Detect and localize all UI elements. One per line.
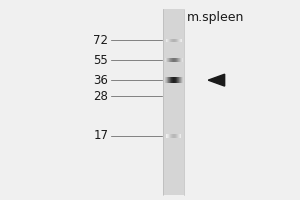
- Text: m.spleen: m.spleen: [187, 11, 244, 24]
- Text: 28: 28: [93, 90, 108, 103]
- Bar: [172, 134, 173, 138]
- Bar: [181, 58, 182, 62]
- Bar: [176, 134, 177, 138]
- Text: 17: 17: [93, 129, 108, 142]
- Bar: [179, 134, 180, 138]
- Bar: [173, 58, 174, 62]
- Bar: [175, 39, 176, 42]
- Bar: [180, 134, 181, 138]
- Bar: [177, 58, 178, 62]
- Bar: [174, 58, 175, 62]
- Bar: [182, 77, 183, 83]
- Bar: [170, 39, 171, 42]
- Bar: [168, 134, 169, 138]
- Bar: [182, 58, 183, 62]
- Bar: [178, 39, 179, 42]
- Bar: [181, 134, 182, 138]
- Bar: [180, 58, 181, 62]
- Bar: [179, 39, 180, 42]
- Bar: [178, 134, 179, 138]
- Bar: [168, 39, 169, 42]
- Bar: [174, 77, 175, 83]
- Bar: [174, 134, 175, 138]
- Bar: [178, 58, 179, 62]
- Bar: [169, 134, 170, 138]
- Bar: [167, 77, 168, 83]
- Bar: [174, 39, 175, 42]
- Bar: [173, 39, 174, 42]
- Bar: [176, 58, 177, 62]
- Bar: [167, 58, 168, 62]
- Text: 72: 72: [93, 34, 108, 47]
- Bar: [169, 77, 170, 83]
- Bar: [170, 77, 171, 83]
- Bar: [172, 77, 173, 83]
- Text: 55: 55: [93, 54, 108, 67]
- Bar: [169, 39, 170, 42]
- Bar: [181, 77, 182, 83]
- Bar: [175, 77, 176, 83]
- Bar: [173, 134, 174, 138]
- Bar: [170, 134, 171, 138]
- Bar: [167, 39, 168, 42]
- Bar: [166, 77, 167, 83]
- Bar: [178, 77, 179, 83]
- Bar: [175, 134, 176, 138]
- Bar: [176, 39, 177, 42]
- Bar: [169, 77, 170, 83]
- Bar: [169, 134, 170, 138]
- Bar: [166, 39, 167, 42]
- Bar: [165, 58, 166, 62]
- Bar: [171, 77, 172, 83]
- Bar: [175, 58, 176, 62]
- Bar: [177, 39, 178, 42]
- Bar: [165, 77, 166, 83]
- Bar: [173, 77, 174, 83]
- Bar: [172, 39, 173, 42]
- Bar: [168, 77, 169, 83]
- Bar: [171, 58, 172, 62]
- Bar: [169, 58, 170, 62]
- Bar: [177, 134, 178, 138]
- Bar: [181, 39, 182, 42]
- Bar: [170, 58, 171, 62]
- Text: 36: 36: [93, 74, 108, 87]
- Bar: [168, 58, 169, 62]
- Bar: [177, 77, 178, 83]
- Bar: [180, 77, 181, 83]
- Bar: [180, 39, 181, 42]
- Bar: [172, 58, 173, 62]
- Bar: [164, 9, 184, 195]
- Bar: [176, 77, 177, 83]
- Bar: [171, 134, 172, 138]
- Bar: [171, 39, 172, 42]
- Polygon shape: [208, 74, 225, 86]
- Bar: [167, 134, 168, 138]
- Bar: [179, 58, 180, 62]
- Bar: [179, 77, 180, 83]
